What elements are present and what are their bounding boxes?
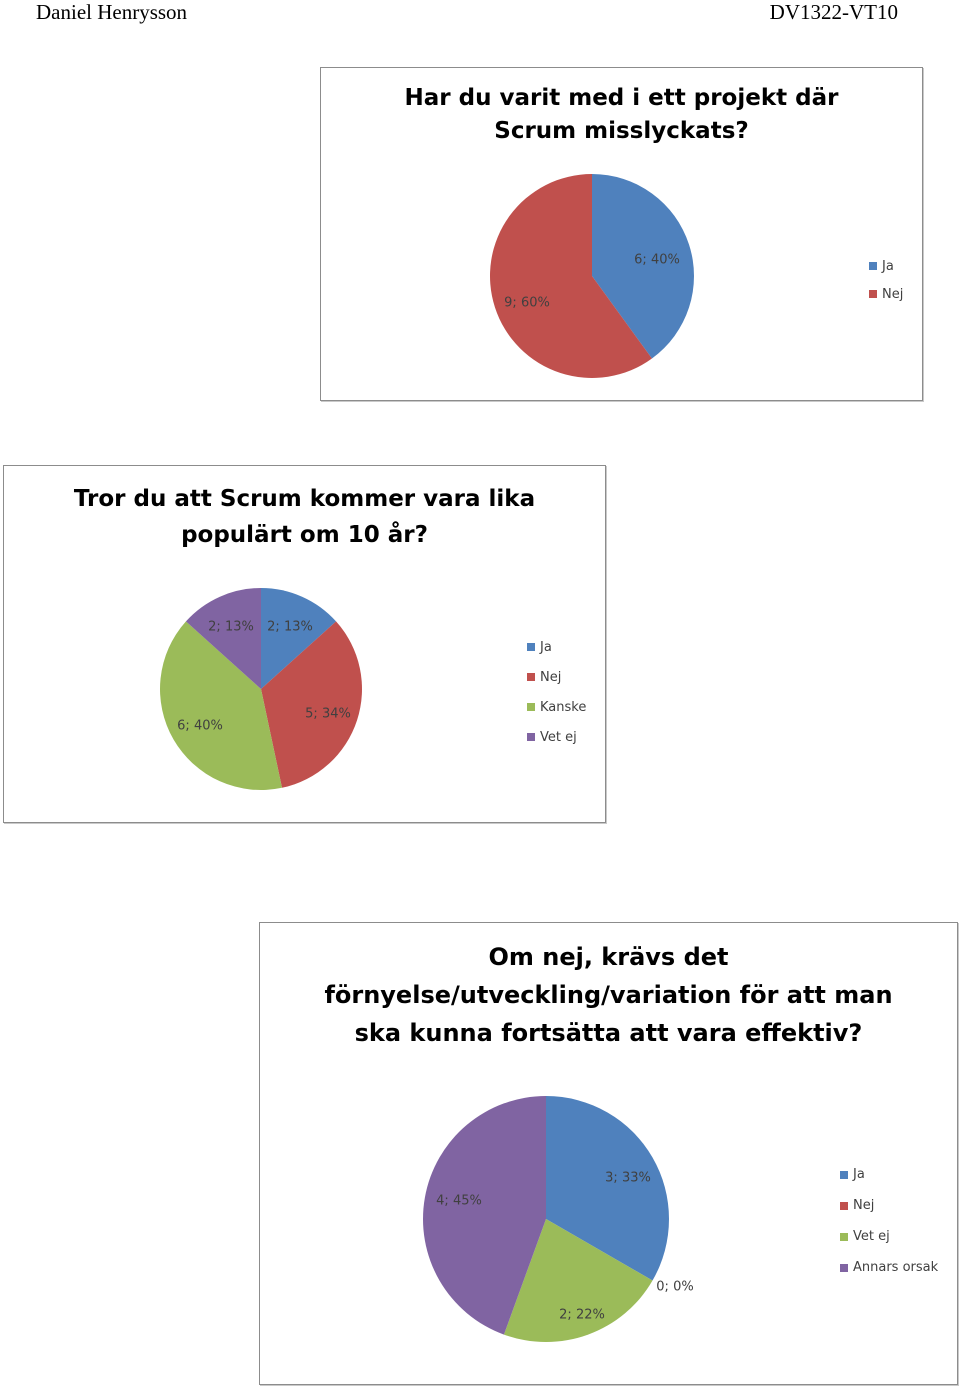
pie-chart-renewal-required: Om nej, krävs det förnyelse/utveckling/v…: [259, 922, 958, 1385]
pie-svg: 3; 33% 0; 0% 2; 22% 4; 45%: [423, 1096, 694, 1342]
pie-slice-nej: [261, 621, 362, 788]
legend-label: Ja: [853, 1167, 865, 1182]
pie-chart-scrum-popular-10-years: Tror du att Scrum kommer vara lika popul…: [3, 465, 606, 823]
data-label-annars-orsak: 4; 45%: [436, 1194, 482, 1209]
legend-swatch: [527, 733, 535, 741]
legend-swatch: [869, 290, 877, 298]
chart-title: Har du varit med i ett projekt där Scrum…: [404, 85, 839, 144]
legend-label: Vet ej: [540, 729, 577, 745]
chart-title: Om nej, krävs det förnyelse/utveckling/v…: [324, 943, 893, 1047]
chart-title: Tror du att Scrum kommer vara lika popul…: [73, 486, 536, 548]
legend-label: Nej: [882, 286, 904, 302]
legend-label: Nej: [540, 669, 562, 685]
pie-slice-ja: [261, 588, 337, 689]
pie-chart-scrum-failed: Har du varit med i ett projekt där Scrum…: [320, 67, 923, 401]
pie-slice-nej: [489, 174, 652, 378]
pie-slice-ja: [546, 1096, 669, 1281]
chart-legend: Ja Nej Vet ej Annars orsak: [840, 1159, 938, 1283]
pie-slice-vet-ej: [185, 588, 261, 689]
legend-label: Ja: [882, 258, 894, 274]
legend-item-vet-ej: Vet ej: [527, 722, 586, 752]
chart-legend: Ja Nej Kanske Vet ej: [527, 632, 586, 752]
data-label-nej: 5; 34%: [305, 707, 351, 722]
data-label-nej: 0; 0%: [656, 1280, 693, 1295]
data-label-ja: 2; 13%: [267, 620, 313, 635]
pie-svg: 6; 40% 9; 60%: [489, 174, 694, 378]
data-label-vet-ej: 2; 22%: [559, 1308, 605, 1323]
pie-slice-ja: [592, 174, 694, 359]
legend-swatch: [527, 703, 535, 711]
legend-item-nej: Nej: [869, 280, 903, 308]
data-label-ja: 6; 40%: [634, 253, 680, 268]
data-label-ja: 3; 33%: [605, 1171, 651, 1186]
legend-item-ja: Ja: [869, 252, 903, 280]
legend-label: Annars orsak: [853, 1260, 939, 1275]
data-label-kanske: 6; 40%: [177, 719, 223, 734]
legend-item-ja: Ja: [840, 1159, 938, 1190]
chart-legend: Ja Nej: [869, 252, 903, 308]
legend-label: Kanske: [540, 699, 587, 715]
data-label-nej: 9; 60%: [504, 296, 550, 311]
legend-swatch: [840, 1263, 848, 1272]
legend-swatch: [527, 673, 535, 681]
legend-swatch: [840, 1232, 848, 1241]
pie-slice-vet-ej: [503, 1219, 653, 1342]
pie-slice-kanske: [160, 621, 282, 790]
legend-item-nej: Nej: [840, 1190, 938, 1221]
legend-item-vet-ej: Vet ej: [840, 1221, 938, 1252]
legend-label: Nej: [853, 1198, 875, 1213]
pie-slice-annars-orsak: [423, 1096, 546, 1335]
legend-label: Ja: [540, 639, 552, 655]
legend-swatch: [840, 1170, 848, 1179]
legend-item-kanske: Kanske: [527, 692, 586, 722]
data-label-vet-ej: 2; 13%: [208, 620, 254, 635]
legend-item-annars-orsak: Annars orsak: [840, 1252, 938, 1283]
legend-swatch: [840, 1201, 848, 1210]
legend-item-ja: Ja: [527, 632, 586, 662]
header-author: Daniel Henrysson: [36, 0, 188, 24]
pie-svg: 2; 13% 5; 34% 6; 40% 2; 13%: [160, 588, 362, 790]
legend-swatch: [869, 262, 877, 270]
legend-item-nej: Nej: [527, 662, 586, 692]
header-course-code: DV1322-VT10: [769, 0, 898, 24]
legend-swatch: [527, 643, 535, 651]
legend-label: Vet ej: [853, 1229, 890, 1244]
